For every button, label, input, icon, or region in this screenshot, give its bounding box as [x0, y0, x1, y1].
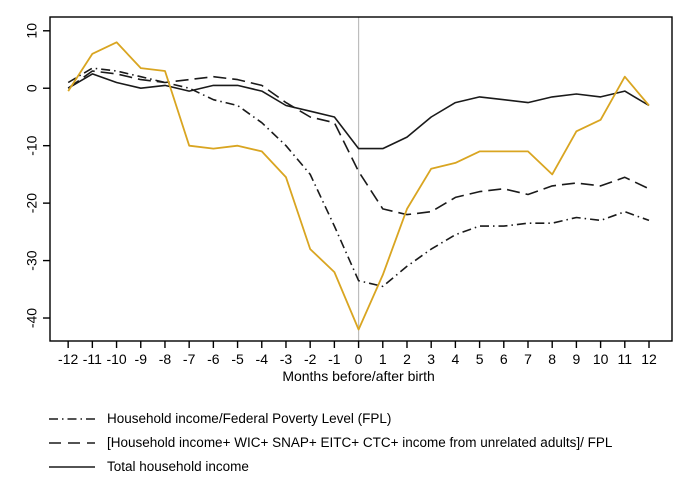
y-tick-label: -20 [24, 193, 40, 213]
x-tick-label: 4 [451, 351, 459, 367]
x-tick-label: -12 [58, 351, 78, 367]
plot-border [49, 16, 673, 342]
x-tick-label: -2 [304, 351, 317, 367]
x-tick-label: 12 [641, 351, 657, 367]
x-tick-label: 10 [593, 351, 609, 367]
legend-item-hh-income-transfers-fpl: [Household income+ WIC+ SNAP+ EITC+ CTC+… [48, 435, 687, 450]
y-tick-label: 10 [24, 23, 40, 39]
long-dash-line-sample [49, 441, 95, 444]
x-tick-label: 11 [618, 351, 633, 367]
x-tick-label: -1 [328, 351, 341, 367]
x-tick-label: -3 [280, 351, 293, 367]
series-long-dash [67, 70, 650, 216]
solid-line-sample [49, 465, 95, 468]
y-tick-label: 0 [24, 84, 40, 92]
y-tick-label: -40 [24, 308, 40, 328]
legend-label: Household income/Federal Poverty Level (… [107, 411, 392, 426]
x-tick-label: 3 [427, 351, 435, 367]
y-tick-label: -10 [24, 135, 40, 155]
legend-label: [Household income+ WIC+ SNAP+ EITC+ CTC+… [107, 435, 613, 450]
x-axis: -12 -11 -10 -9 -8 -7 -6 -5 -4 -3 -2 -1 0 1 2 3 4 5 6 7 8 9 10 1… [58, 341, 657, 367]
x-tick-label: 5 [476, 351, 484, 367]
y-axis: 10 0 -10 -20 -30 -40 [24, 23, 50, 328]
y-tick-label: -30 [24, 250, 40, 270]
x-tick-label: -6 [207, 351, 220, 367]
legend-item-hh-income-fpl: Household income/Federal Poverty Level (… [48, 411, 687, 426]
x-tick-label: -9 [135, 351, 148, 367]
x-tick-label: 7 [524, 351, 532, 367]
x-tick-label: 0 [355, 351, 363, 367]
series-dash-dot [67, 67, 650, 288]
x-tick-label: -8 [159, 351, 172, 367]
series-solid-unlabeled [67, 41, 650, 331]
chart-legend: Household income/Federal Poverty Level (… [48, 411, 687, 474]
x-tick-label: -10 [106, 351, 126, 367]
x-tick-label: 2 [403, 351, 411, 367]
x-tick-label: -4 [256, 351, 269, 367]
legend-item-total-hh-income: Total household income [48, 459, 687, 474]
x-tick-label: -11 [83, 351, 102, 367]
legend-label: Total household income [107, 459, 249, 474]
dash-dot-line-sample [49, 417, 95, 420]
x-tick-label: -5 [231, 351, 244, 367]
line-chart-plot: 100-10-20-30-40-12 -11 -10 -9 -8 -7 -6 -5 -4 -3 -2… [24, 16, 673, 384]
series-solid [67, 73, 650, 150]
x-tick-label: -7 [183, 351, 196, 367]
x-tick-label: 9 [573, 351, 581, 367]
x-tick-label: 6 [500, 351, 508, 367]
x-tick-label: 1 [379, 351, 387, 367]
x-tick-label: 8 [548, 351, 556, 367]
x-axis-title: Months before/after birth [282, 368, 435, 384]
